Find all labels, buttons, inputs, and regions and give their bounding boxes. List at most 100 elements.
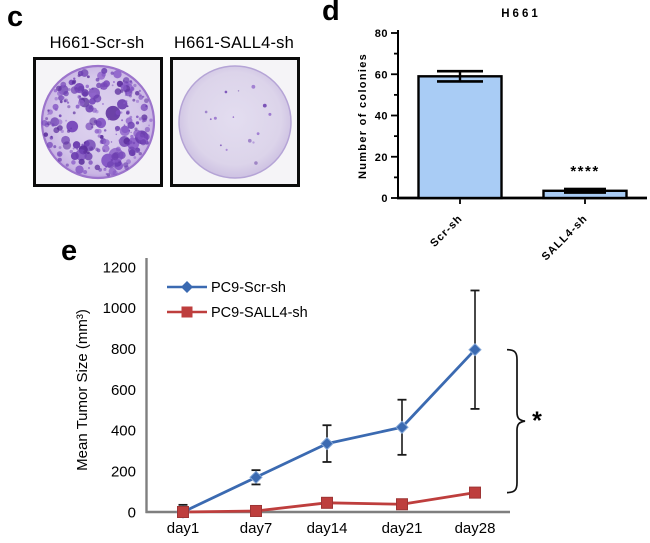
colony-spot [105,165,108,168]
y-axis-label: Number of colonies [357,53,369,179]
colony-spot [61,83,65,87]
colony-spot [110,141,113,143]
colony-spot [126,110,130,114]
colony-spot [62,141,72,150]
colony-spot [102,103,104,105]
y-tick-label: 400 [111,423,136,440]
colony-spot [65,119,68,122]
colony-spot [67,105,71,109]
colony-spot [100,82,108,90]
colony-dish-sparse-image [178,65,292,179]
colony-spot [130,131,132,134]
colony-spot [66,120,79,133]
colony-spot [47,121,52,126]
y-tick-label: 80 [375,28,388,40]
colony-spot [124,165,129,170]
colony-spot [57,157,62,162]
colony-spot [83,150,87,154]
colony-spot [76,147,79,150]
colony-spot [114,88,122,95]
colony-spot [75,104,80,109]
diamond-marker [249,470,263,484]
colony-spot [118,139,122,143]
colony-spot [47,113,49,116]
panel-label-c: c [7,1,24,33]
colony-spot [86,75,90,79]
chart-title: H661 [501,8,541,20]
colony-spot [81,143,84,147]
diamond-marker [181,281,193,293]
line-chart-tumor-size: 0 200 400 600 800 1000 1200 Mean Tumor Size (mm… [74,258,542,537]
colony-spot [254,161,258,165]
colony-spot [70,152,79,160]
x-tick-label: day1 [167,520,200,537]
significance-star: * [532,407,542,435]
y-tick-label: 800 [111,341,136,358]
y-tick-label: 20 [375,152,388,164]
colony-spot [72,147,75,150]
colony-spot [43,132,49,137]
dish-title-scr: H661-Scr-sh [49,34,145,52]
square-marker [396,498,408,511]
colony-spot [131,152,136,156]
square-marker [469,486,481,499]
bar [417,75,503,200]
colony-spot [71,160,76,165]
y-tick-label: 1200 [103,259,136,276]
colony-spot [120,84,127,91]
colony-spot [72,111,76,115]
y-tick-label: 200 [111,464,136,481]
colony-spot [58,114,62,118]
colony-spot [128,140,133,144]
square-marker [181,306,193,318]
x-tick-label: day21 [382,520,423,537]
colony-spot [83,141,86,144]
y-tick-label: 0 [381,193,388,205]
colony-spot [74,144,78,148]
colony-spot [124,94,127,97]
colony-spot [110,159,114,162]
colony-spot [86,151,90,155]
colony-spot [102,149,106,153]
colony-spot [135,99,140,103]
colony-spot [65,163,69,167]
colony-spot [74,89,79,94]
colony-spot [140,103,148,112]
colony-spot [138,95,144,100]
colony-spot [128,129,131,132]
colony-spot [111,84,114,87]
colony-spot [56,151,63,157]
dish-title-sall4: H661-SALL4-sh [173,34,294,52]
series-line [182,348,477,514]
colony-spot [126,91,130,95]
colony-spot [77,85,85,93]
colony-spot [144,98,149,104]
x-tick-label: day28 [455,520,496,537]
colony-spot [93,119,98,124]
diamond-marker [468,342,482,357]
diamond-marker [320,436,334,451]
colony-spot [133,83,137,88]
colony-spot [46,141,53,149]
colony-spot [129,94,132,98]
colony-spot [204,110,208,114]
colony-spot [95,110,99,114]
colony-spot [103,129,107,132]
colony-spot [115,133,118,136]
colony-spot [129,115,133,119]
colony-spot [138,151,142,156]
colony-spot [107,148,110,150]
colony-spot [122,77,130,84]
colony-spot [219,144,222,147]
colony-spot [57,90,63,97]
colony-spot [47,109,50,112]
colony-spot [56,127,59,130]
colony-spot [132,141,136,145]
colony-spot [88,145,92,149]
colony-spot [135,121,140,125]
colony-spot [132,98,136,102]
colony-spot [133,156,137,159]
colony-spot [113,70,122,79]
y-tick-label: 40 [375,111,388,123]
colony-spot [100,87,103,90]
